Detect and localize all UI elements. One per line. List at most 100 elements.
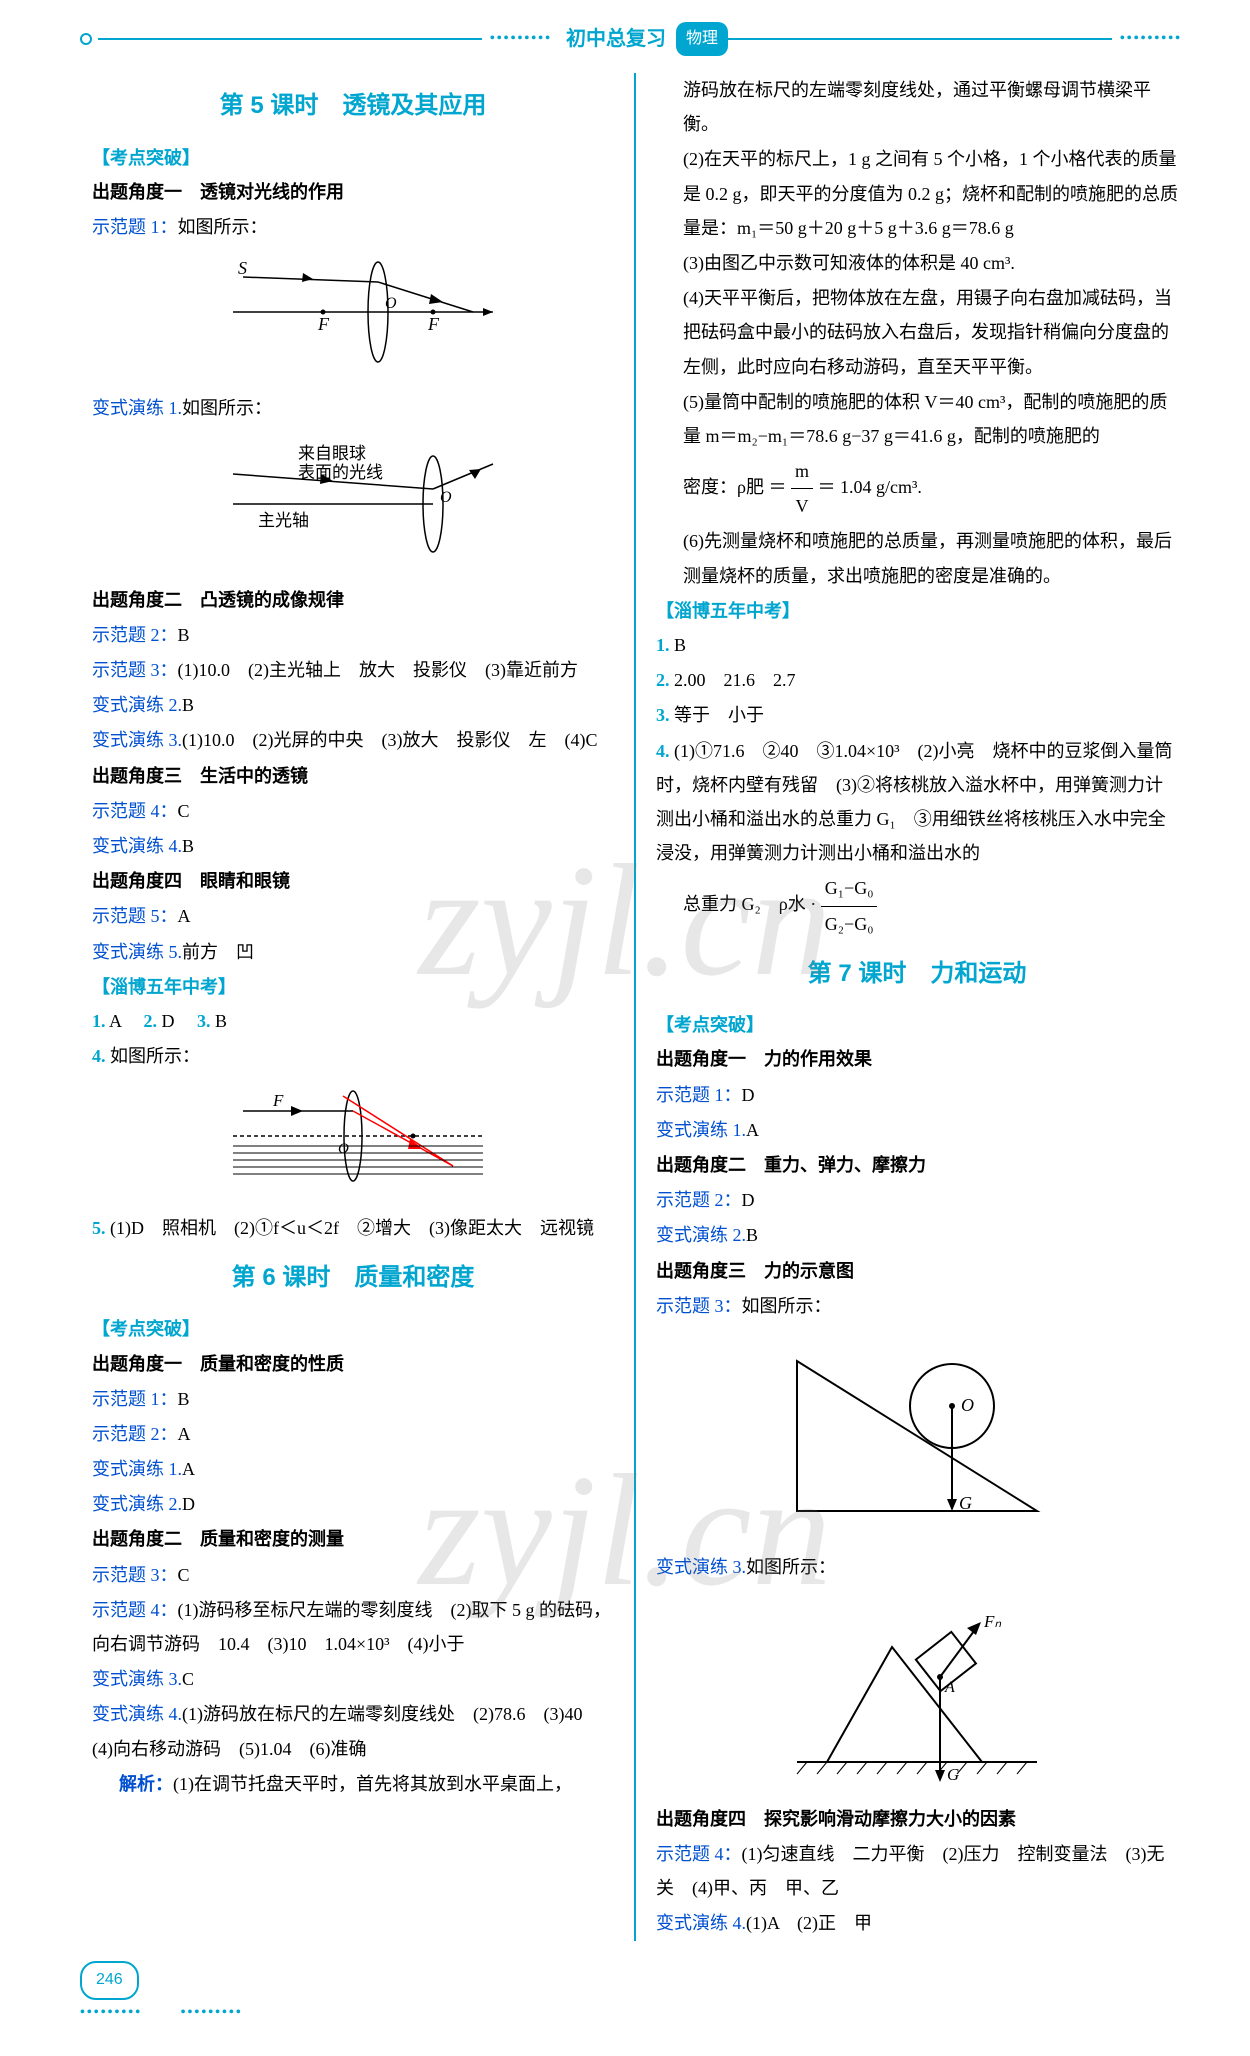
rzb3-n: 3. <box>656 705 670 725</box>
right-column: 游码放在标尺的左端零刻度线处，通过平衡螺母调节横梁平衡。 (2)在天平的标尺上，… <box>644 73 1190 1941</box>
rzb2-a: 2.00 21.6 2.7 <box>674 670 796 690</box>
section-kdtp-3: 【考点突破】 <box>656 1008 1178 1042</box>
l7bs1-a: A <box>746 1120 759 1140</box>
dia4-O: O <box>961 1395 974 1415</box>
section-zb-2: 【淄博五年中考】 <box>656 594 1178 628</box>
l6sf1-l: 示范题 1： <box>92 1389 178 1409</box>
dia2-O: O <box>440 489 452 506</box>
diagram-1: S F F O <box>92 252 614 383</box>
zb1-a: A <box>109 1011 121 1031</box>
rzb4b: 总重力 G₂ ρ水 · G₁−G₀G₂−G₀ <box>656 871 1178 940</box>
rzb4: 4. (1)①71.6 ②40 ③1.04×10³ (2)小亮 烧杯中的豆浆倒入… <box>656 734 1178 871</box>
bs5-l: 变式演练 5. <box>92 942 182 962</box>
l6sf1: 示范题 1：B <box>92 1382 614 1416</box>
l7-angle-4: 出题角度四 探究影响滑动摩擦力大小的因素 <box>656 1802 1178 1836</box>
page-number: 246 <box>80 1961 139 1999</box>
sf3-a: (1)10.0 (2)主光轴上 放大 投影仪 (3)靠近前方 <box>178 660 578 680</box>
l6sf2-l: 示范题 2： <box>92 1424 178 1444</box>
content-columns: 第 5 课时 透镜及其应用 【考点突破】 出题角度一 透镜对光线的作用 示范题 … <box>80 73 1190 1941</box>
sf3-l: 示范题 3： <box>92 660 178 680</box>
zb5-a: (1)D 照相机 (2)①f＜u＜2f ②增大 (3)像距太大 远视镜 <box>110 1218 594 1238</box>
page-footer: 246 ••••••••• ••••••••• <box>80 1961 1190 2026</box>
bs1-text: 如图所示： <box>182 398 272 418</box>
rzb3-a: 等于 小于 <box>674 705 764 725</box>
sf2-l: 示范题 2： <box>92 625 178 645</box>
page-header: ••••••••• 初中总复习 物理 ••••••••• <box>80 20 1190 58</box>
l6sf3-l: 示范题 3： <box>92 1565 178 1585</box>
l7sf1-a: D <box>742 1085 755 1105</box>
l7bs4: 变式演练 4.(1)A (2)正 甲 <box>656 1906 1178 1940</box>
bs5-a: 前方 凹 <box>182 942 254 962</box>
l7sf1-l: 示范题 1： <box>656 1085 742 1105</box>
l7sf4: 示范题 4：(1)匀速直线 二力平衡 (2)压力 控制变量法 (3)无关 (4)… <box>656 1837 1178 1905</box>
jx-l: 解析： <box>119 1774 173 1794</box>
dia1-F2: F <box>427 314 440 334</box>
l6bs4: 变式演练 4.(1)游码放在标尺的左端零刻度线处 (2)78.6 (3)40 (… <box>92 1697 614 1765</box>
sf1-text: 如图所示： <box>178 217 268 237</box>
bs2: 变式演练 2.B <box>92 688 614 722</box>
sf5-a: A <box>178 906 191 926</box>
l7sf3-a: 如图所示： <box>742 1296 832 1316</box>
bs2-a: B <box>182 695 194 715</box>
angle-1: 出题角度一 透镜对光线的作用 <box>92 175 614 209</box>
sf3: 示范题 3：(1)10.0 (2)主光轴上 放大 投影仪 (3)靠近前方 <box>92 653 614 687</box>
l6sf4: 示范题 4：(1)游码移至标尺左端的零刻度线 (2)取下 5 g 的砝码，向右调… <box>92 1593 614 1661</box>
l6sf3-a: C <box>178 1565 190 1585</box>
r-p2b: m₁＝50 g＋20 g＋5 g＋3.6 g＝78.6 g <box>737 218 1014 238</box>
l7-angle-3: 出题角度三 力的示意图 <box>656 1254 1178 1288</box>
rzb1-a: B <box>674 635 686 655</box>
dia4-G: G <box>959 1493 972 1513</box>
zb3-n: 3. <box>197 1011 211 1031</box>
bs4-l: 变式演练 4. <box>92 836 182 856</box>
l6sf4-l: 示范题 4： <box>92 1600 178 1620</box>
l6bs3-a: C <box>182 1669 194 1689</box>
footer-dots-r: ••••••••• <box>181 2005 243 2020</box>
sf4-a: C <box>178 801 190 821</box>
zb4: 4. 如图所示： <box>92 1039 614 1073</box>
diagram-4: O G <box>656 1331 1178 1542</box>
dia3-O: O <box>338 1141 349 1157</box>
jx: 解析：(1)在调节托盘天平时，首先将其放到水平桌面上， <box>92 1767 614 1801</box>
l7sf3: 示范题 3：如图所示： <box>656 1289 1178 1323</box>
l7bs4-a: (1)A (2)正 甲 <box>746 1913 872 1933</box>
rzb1: 1. B <box>656 628 1178 662</box>
section-kdtp-1: 【考点突破】 <box>92 141 614 175</box>
diagram-5: Fₙ A G <box>656 1592 1178 1793</box>
l6-angle-1: 出题角度一 质量和密度的性质 <box>92 1347 614 1381</box>
r-p4: (4)天平平衡后，把物体放在左盘，用镊子向右盘加减砝码，当把砝码盒中最小的砝码放… <box>656 281 1178 384</box>
rzb4-a: (1)①71.6 ②40 ③1.04×10³ (2)小亮 烧杯中的豆浆倒入量筒时… <box>656 741 1173 864</box>
r-p5c: ＝ 1.04 g/cm³. <box>818 477 922 497</box>
header-badge: 物理 <box>676 22 728 56</box>
zb-row1: 1. A 2. D 3. B <box>92 1004 614 1038</box>
l7bs1: 变式演练 1.A <box>656 1113 1178 1147</box>
l7-angle-1: 出题角度一 力的作用效果 <box>656 1042 1178 1076</box>
l6bs2-l: 变式演练 2. <box>92 1494 182 1514</box>
l7sf3-l: 示范题 3： <box>656 1296 742 1316</box>
rzb2: 2. 2.00 21.6 2.7 <box>656 663 1178 697</box>
bs4-a: B <box>182 836 194 856</box>
zb4-n: 4. <box>92 1046 106 1066</box>
l7bs3-a: 如图所示： <box>746 1557 836 1577</box>
fraction-mv: mV <box>791 454 813 523</box>
section-kdtp-2: 【考点突破】 <box>92 1312 614 1346</box>
sf1-label: 示范题 1： <box>92 217 178 237</box>
sf5: 示范题 5：A <box>92 899 614 933</box>
dia3-F: F <box>272 1091 284 1110</box>
angle-4: 出题角度四 眼睛和眼镜 <box>92 864 614 898</box>
footer-dots-l: ••••••••• <box>80 2005 142 2020</box>
zb2-n: 2. <box>144 1011 158 1031</box>
diagram-2: 来自眼球 表面的光线 主光轴 O <box>92 434 614 575</box>
dia2-t3: 主光轴 <box>258 511 309 530</box>
l7sf2-l: 示范题 2： <box>656 1190 742 1210</box>
frac1-d: V <box>791 489 813 523</box>
dia1-O: O <box>385 295 397 312</box>
l6bs3: 变式演练 3.C <box>92 1662 614 1696</box>
angle-2: 出题角度二 凸透镜的成像规律 <box>92 583 614 617</box>
rzb1-n: 1. <box>656 635 670 655</box>
header-dots-left: ••••••••• <box>482 26 560 53</box>
sf2: 示范题 2：B <box>92 618 614 652</box>
column-divider <box>634 73 636 1941</box>
zb5-n: 5. <box>92 1218 106 1238</box>
bs2-l: 变式演练 2. <box>92 695 182 715</box>
frac2-n: G₁−G₀ <box>821 871 878 906</box>
